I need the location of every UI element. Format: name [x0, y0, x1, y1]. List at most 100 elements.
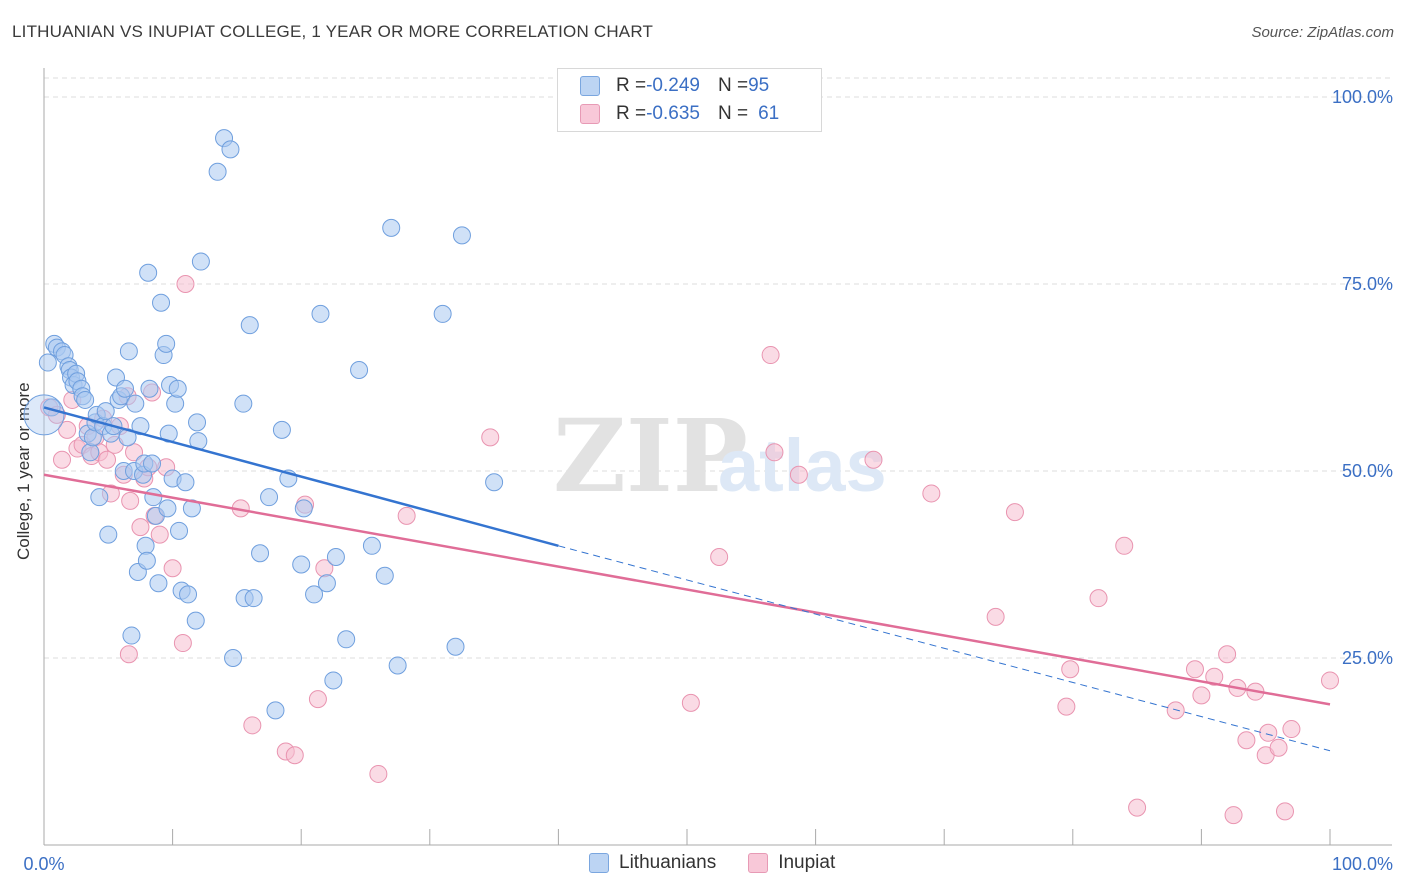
data-point-inupiat: [1089, 589, 1108, 608]
trend-line-lithuanians: [43, 406, 559, 548]
data-point-lithuanians: [188, 413, 207, 432]
data-point-inupiat: [163, 559, 182, 578]
n-value: 95: [748, 75, 770, 96]
data-point-lithuanians: [317, 574, 336, 593]
data-point-lithuanians: [272, 420, 291, 439]
legend-label: Lithuanians: [619, 852, 717, 873]
data-point-inupiat: [1005, 503, 1024, 522]
data-point-lithuanians: [485, 473, 504, 492]
data-point-inupiat: [308, 690, 327, 709]
data-point-lithuanians: [452, 226, 471, 245]
legend-item-inupiat[interactable]: Inupiat: [748, 852, 835, 874]
data-point-lithuanians: [166, 394, 185, 413]
data-point-inupiat: [176, 275, 195, 293]
data-point-lithuanians: [157, 334, 176, 353]
data-point-lithuanians: [324, 671, 343, 690]
legend-label: Inupiat: [778, 852, 836, 873]
data-point-lithuanians: [382, 218, 401, 237]
grid-lines: [44, 77, 1392, 659]
data-point-lithuanians: [90, 488, 109, 507]
data-point-lithuanians: [140, 379, 159, 398]
data-point-lithuanians: [139, 263, 158, 282]
data-point-lithuanians: [362, 536, 381, 555]
data-point-lithuanians: [208, 162, 227, 181]
data-point-inupiat: [98, 450, 117, 469]
tick-labels: 100.0% 75.0% 50.0% 25.0% 0.0% 100.0%: [23, 87, 1393, 874]
data-point-lithuanians: [375, 566, 394, 585]
data-point-inupiat: [121, 491, 140, 510]
data-point-lithuanians: [144, 488, 163, 507]
watermark-zip: ZIP: [553, 397, 748, 515]
y-tick-label: 25.0%: [1342, 648, 1393, 668]
n-label: N =: [717, 103, 749, 124]
data-point-lithuanians: [294, 499, 313, 518]
axes: [43, 68, 1392, 846]
data-point-inupiat: [481, 428, 500, 447]
data-point-lithuanians: [38, 353, 57, 372]
chart-title: LITHUANIAN VS INUPIAT COLLEGE, 1 YEAR OR…: [12, 22, 654, 41]
data-point-lithuanians: [446, 637, 465, 656]
data-point-lithuanians: [191, 252, 210, 271]
watermark: ZIP atlas: [553, 397, 887, 515]
data-point-inupiat: [1224, 806, 1243, 825]
r-label: R =: [616, 103, 647, 124]
data-point-lithuanians: [305, 585, 324, 604]
watermark-atlas: atlas: [718, 424, 887, 507]
data-point-inupiat: [58, 420, 77, 439]
data-point-inupiat: [1192, 686, 1211, 705]
data-point-lithuanians: [176, 473, 195, 492]
y-tick-label: 75.0%: [1342, 274, 1393, 294]
data-point-inupiat: [864, 450, 883, 469]
x-tick-label: 0.0%: [23, 854, 64, 874]
data-point-lithuanians: [143, 454, 162, 473]
data-point-inupiat: [986, 607, 1005, 626]
data-point-inupiat: [710, 548, 729, 567]
data-point-lithuanians: [76, 390, 95, 409]
source-label: Source: ZipAtlas.com: [1251, 24, 1394, 41]
data-point-lithuanians: [224, 649, 243, 667]
data-point-lithuanians: [96, 402, 115, 421]
data-point-lithuanians: [244, 589, 263, 608]
data-point-lithuanians: [388, 656, 407, 675]
trend-lines: [43, 406, 1331, 752]
data-point-lithuanians: [240, 316, 259, 335]
trend-line-inupiat: [43, 473, 1331, 706]
stats-legend: R = -0.249 N = 95 R = -0.635 N = 61: [557, 68, 822, 132]
data-point-inupiat: [1275, 802, 1294, 821]
data-point-lithuanians: [337, 630, 356, 649]
data-point-inupiat: [1185, 660, 1204, 679]
r-label: R =: [616, 75, 647, 96]
data-point-inupiat: [1259, 723, 1278, 742]
data-point-lithuanians: [179, 585, 198, 604]
data-point-lithuanians: [292, 555, 311, 574]
y-tick-label: 100.0%: [1332, 87, 1393, 107]
data-point-inupiat: [1061, 660, 1080, 679]
data-point-inupiat: [1282, 720, 1301, 739]
legend-item-lithuanians[interactable]: Lithuanians: [589, 852, 716, 874]
data-point-inupiat: [1321, 671, 1339, 690]
data-point-lithuanians: [99, 525, 118, 544]
data-point-lithuanians: [326, 548, 345, 567]
data-point-lithuanians: [136, 536, 155, 555]
stats-row-inupiat: R = -0.635 N = 61: [580, 102, 779, 126]
series-legend: Lithuanians Inupiat: [589, 852, 867, 874]
data-point-inupiat: [1115, 536, 1134, 555]
swatch-blue: [580, 76, 600, 96]
r-value: -0.635: [646, 103, 700, 124]
data-point-lithuanians: [122, 626, 141, 645]
data-point-inupiat: [131, 518, 150, 537]
data-point-inupiat: [285, 746, 304, 765]
legend-swatch-pink: [748, 853, 769, 873]
lithuanians-series: [23, 129, 504, 720]
data-point-lithuanians: [137, 551, 156, 570]
data-point-inupiat: [922, 484, 941, 503]
n-value: 61: [758, 103, 780, 124]
data-point-lithuanians: [158, 499, 177, 518]
data-point-inupiat: [1218, 645, 1237, 664]
data-point-lithuanians: [433, 304, 452, 323]
data-point-lithuanians: [168, 379, 187, 398]
data-point-lithuanians: [119, 342, 138, 361]
data-point-lithuanians: [260, 488, 279, 507]
data-point-inupiat: [1205, 667, 1224, 686]
